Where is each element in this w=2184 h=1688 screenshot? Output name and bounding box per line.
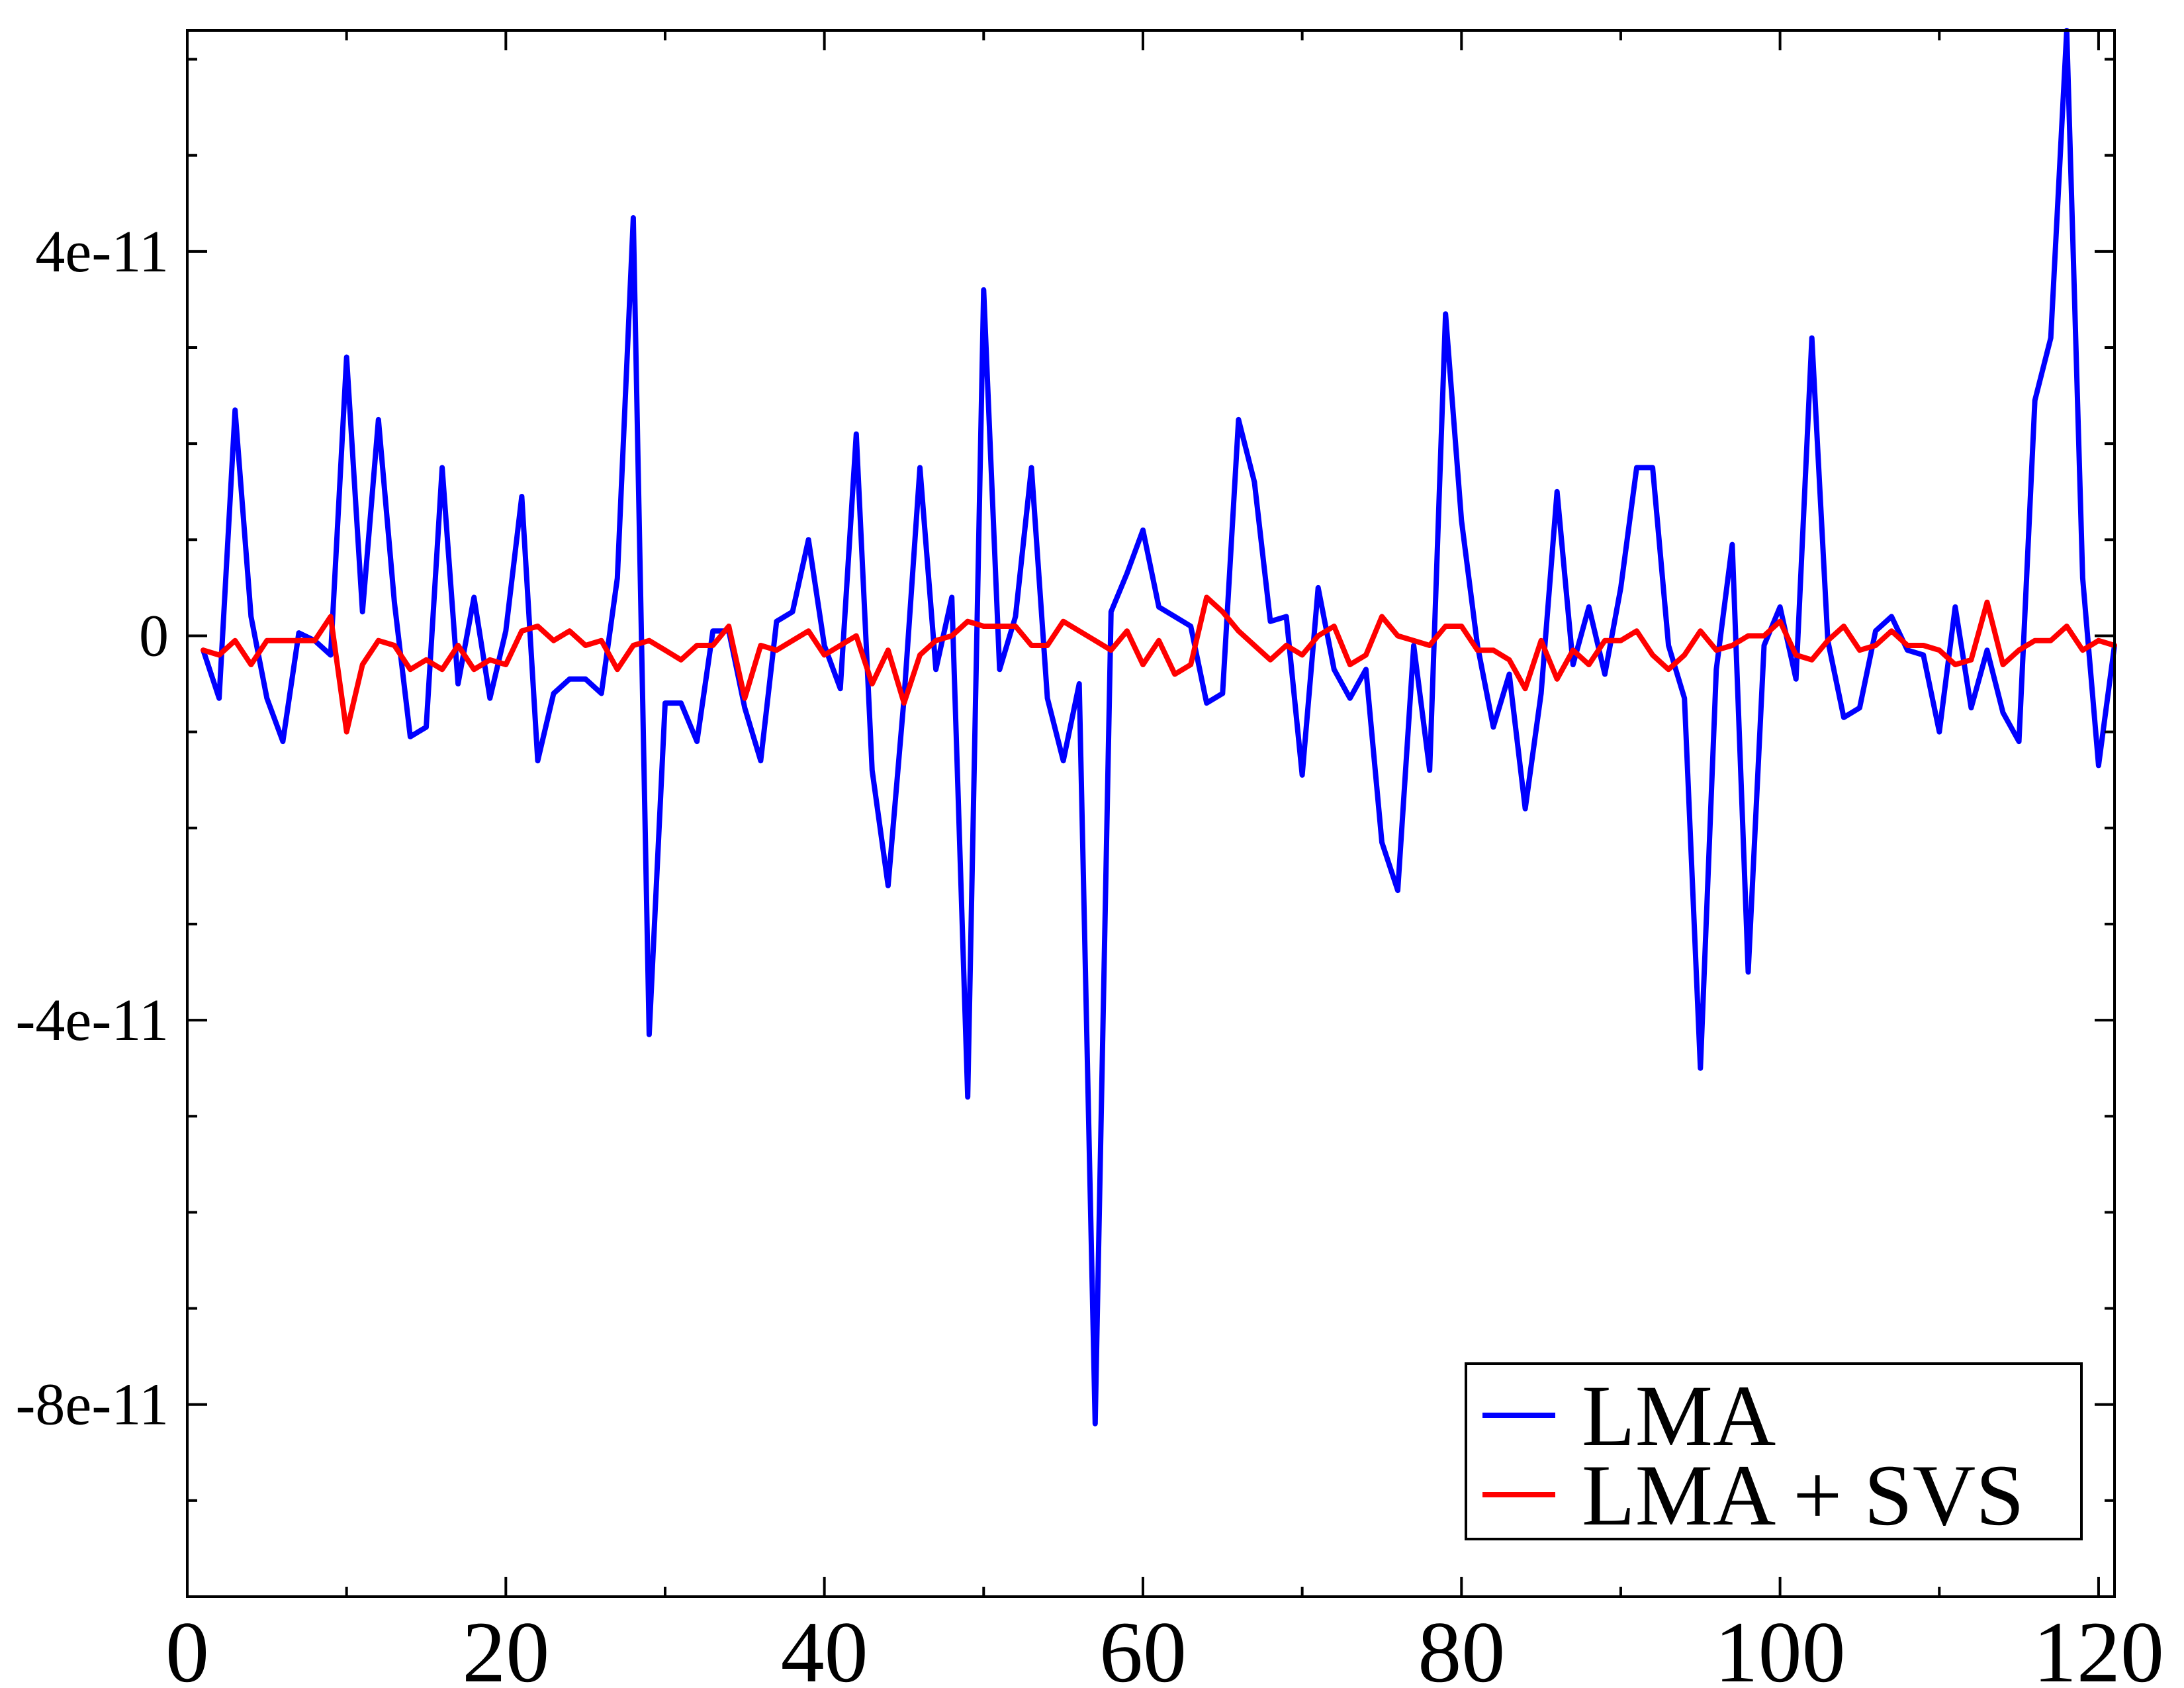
series-line-lma-svs	[201, 594, 2117, 735]
y-tick-label: -4e-11	[15, 988, 169, 1053]
legend-box	[1465, 1362, 2083, 1540]
series-line-lma	[201, 28, 2117, 1427]
x-tick-label: 120	[2033, 1603, 2164, 1688]
x-tick-label: 0	[165, 1603, 209, 1688]
y-tick-label: 0	[139, 603, 169, 669]
x-tick-label: 80	[1418, 1603, 1505, 1688]
x-tick-label: 60	[1099, 1603, 1187, 1688]
legend-label-lma-svs: LMA + SVS	[1582, 1446, 2025, 1544]
y-tick-label: -8e-11	[15, 1372, 169, 1438]
series-layer	[201, 28, 2117, 1427]
plot-frame	[186, 29, 2116, 1598]
y-tick-label: 4e-11	[35, 219, 169, 285]
legend-label-lma: LMA	[1582, 1367, 1776, 1464]
x-tick-label: 40	[781, 1603, 868, 1688]
x-tick-label: 100	[1715, 1603, 1846, 1688]
x-tick-label: 20	[462, 1603, 549, 1688]
axis-layer: 0 20 40 60 80 100 120 4e-11 0 -4e-11 -8e-11	[15, 30, 2164, 1688]
